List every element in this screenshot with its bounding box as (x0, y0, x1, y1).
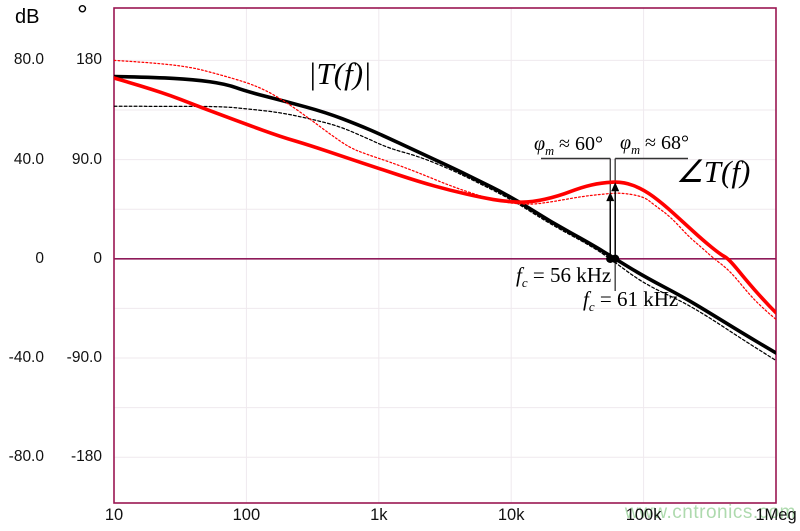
deg-tick-label: 0 (93, 249, 102, 267)
db-tick-label: 40.0 (13, 150, 44, 168)
db-tick-label: -40.0 (8, 349, 44, 366)
phase-margin-68-label: φm ≈ 68° (620, 132, 689, 158)
watermark: www.cntronics.com (624, 502, 796, 523)
x-tick-label: 1k (370, 506, 388, 524)
phase-margin-68-value: ≈ 68° (640, 132, 690, 154)
x-tick-label: 100k (625, 506, 662, 524)
x-tick-label: 10 (104, 506, 124, 524)
deg-tick-label: 180 (76, 51, 102, 69)
gain-design1-thin-curve (114, 105, 776, 362)
gain-design2-thick-curve (114, 74, 776, 355)
crossover-dot (610, 254, 620, 263)
deg-axis-header: ° (77, 0, 88, 30)
fc-subscript: c (521, 275, 528, 291)
deg-tick-label: -180 (70, 448, 102, 466)
x-tick-label: 100 (232, 506, 261, 524)
phi-symbol: φ (534, 133, 546, 155)
phase-curve-label: ∠T(f) (676, 154, 751, 189)
fc-symbol: f (516, 263, 522, 287)
plot-frame (113, 7, 777, 504)
phase-margin-60-value: ≈ 60° (554, 133, 604, 155)
phase-margin-60-label: φm ≈ 60° (534, 133, 603, 159)
phi-symbol: φ (620, 132, 632, 154)
crossover-56khz-value: = 56 kHz (527, 263, 612, 287)
fc-symbol: f (583, 287, 589, 311)
pm-arrow-up-icon (611, 182, 620, 192)
phase-design2-thick-curve (114, 76, 776, 315)
x-tick-label: 1Meg (755, 506, 797, 524)
db-tick-label: -80.0 (8, 448, 44, 466)
fc-subscript: c (588, 299, 595, 315)
crossover-61khz-value: = 61 kHz (594, 287, 679, 311)
deg-tick-label: -90.0 (66, 348, 102, 366)
x-tick-label: 10k (497, 506, 525, 524)
db-tick-label: 0 (35, 249, 44, 267)
phi-subscript: m (631, 143, 641, 157)
db-tick-label: 80.0 (13, 51, 44, 69)
deg-tick-label: 90.0 (71, 150, 102, 168)
db-axis-header: dB (15, 6, 40, 28)
pm-arrow-up-icon (606, 192, 615, 202)
crossover-61khz-label: fc = 61 kHz (583, 287, 678, 315)
phi-subscript: m (545, 144, 555, 158)
crossover-56khz-label: fc = 56 kHz (516, 263, 611, 291)
gain-curve-label: |T(f)| (308, 56, 372, 91)
